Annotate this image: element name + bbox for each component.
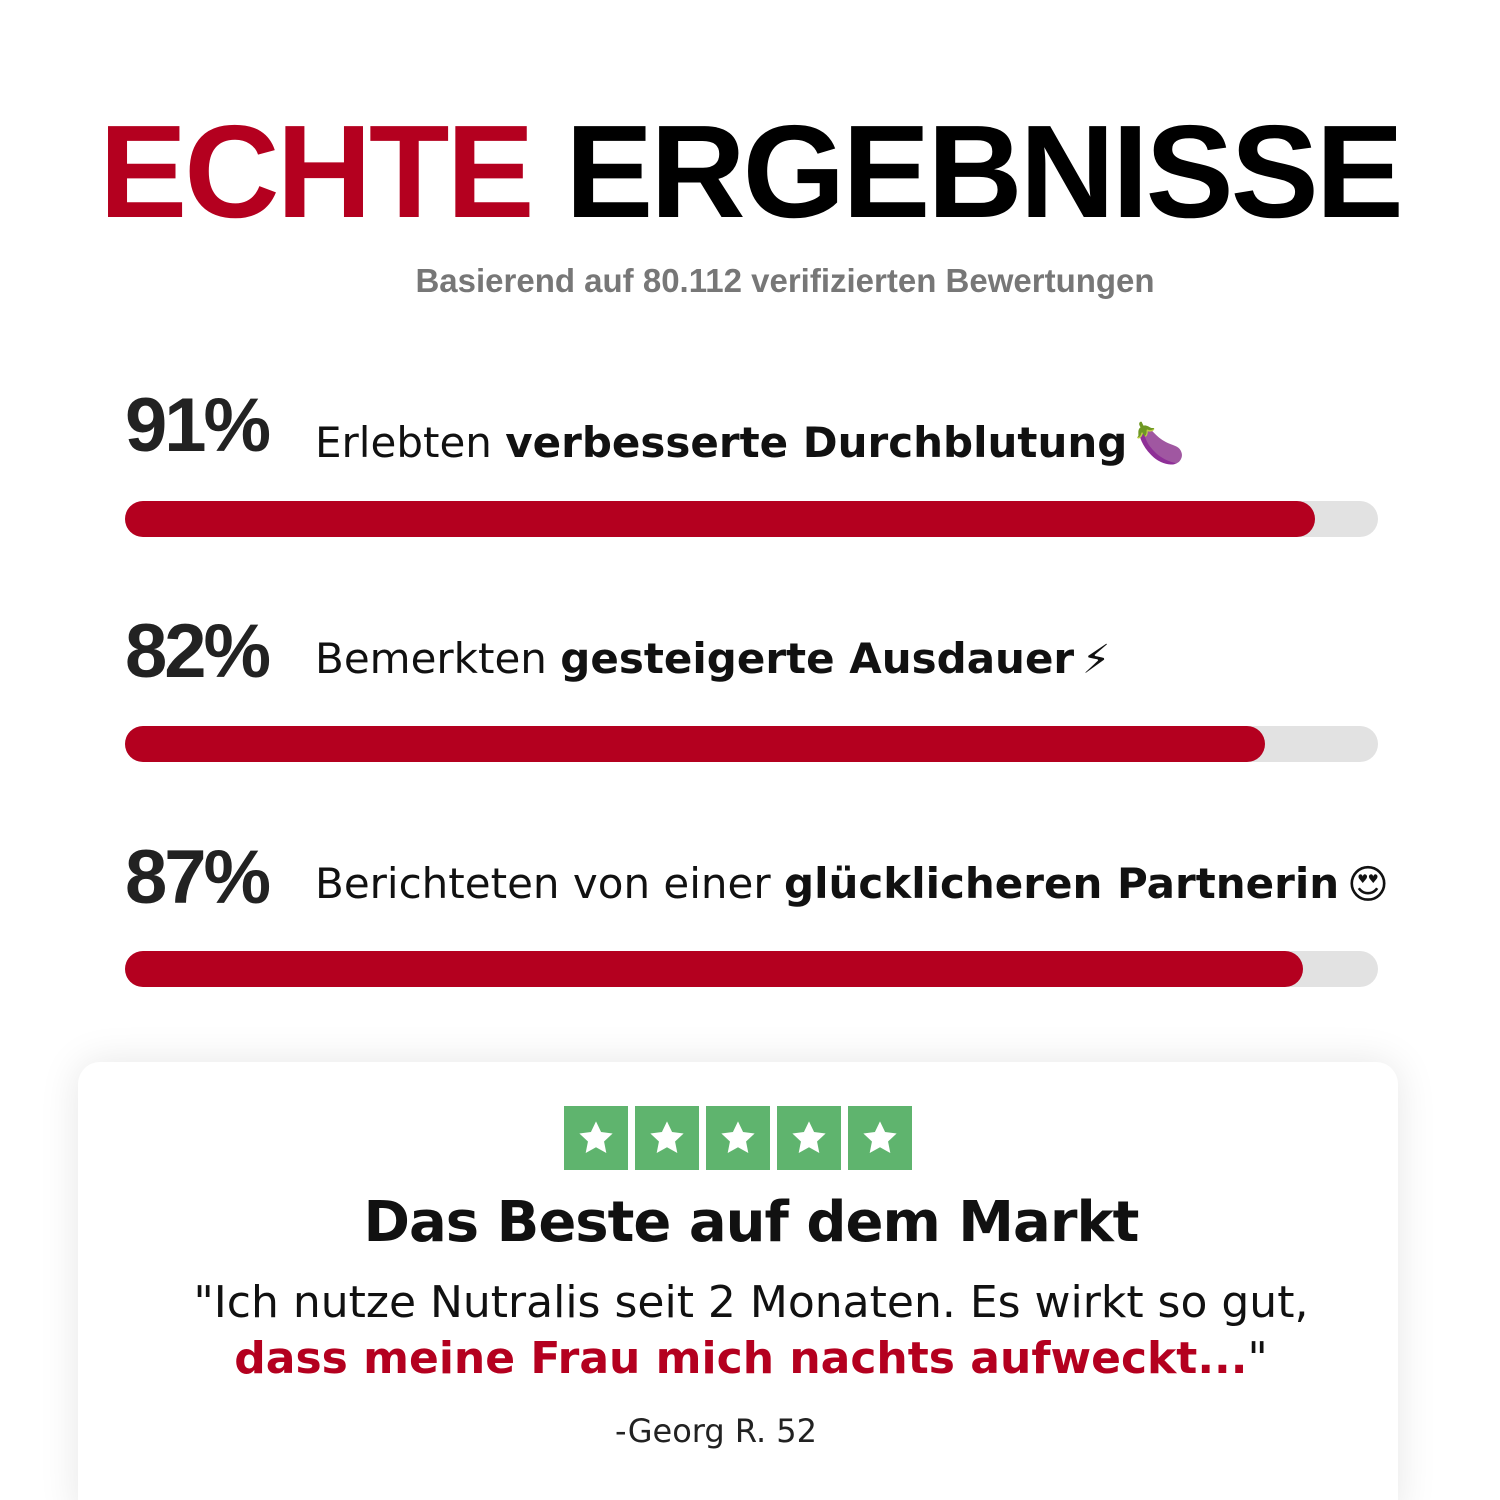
stat-progress-fill — [125, 501, 1316, 537]
star-icon — [635, 1106, 699, 1170]
stat-label: Berichteten von einer glücklicheren Part… — [315, 859, 1389, 910]
stat-label-bold: glücklicheren Partnerin — [784, 859, 1340, 908]
review-quote-line1: "Ich nutze Nutralis seit 2 Monaten. Es w… — [193, 1277, 1309, 1328]
stat-progress-fill — [125, 726, 1266, 762]
stat-percent: 87% — [125, 835, 271, 920]
lightning-icon: ⚡ — [1082, 637, 1111, 683]
subtitle: Basierend auf 80.112 verifizierten Bewer… — [415, 262, 1155, 299]
stat-percent: 82% — [125, 609, 271, 694]
review-quote-highlight: dass meine Frau mich nachts aufweckt... — [234, 1333, 1248, 1384]
stat-label-bold: gesteigerte Ausdauer — [560, 634, 1075, 683]
review-quote: "Ich nutze Nutralis seit 2 Monaten. Es w… — [78, 1275, 1424, 1387]
stat-progress-track — [125, 726, 1378, 762]
stat-label-prefix: Berichteten von einer — [315, 859, 784, 908]
review-author: -Georg R. 52 — [614, 1412, 817, 1450]
star-icon — [848, 1106, 912, 1170]
stat-label-prefix: Erlebten — [315, 418, 506, 467]
star-rating — [564, 1106, 912, 1170]
heart-eyes-icon: 😍 — [1347, 862, 1389, 908]
stat-progress-fill — [125, 951, 1303, 987]
review-title: Das Beste auf dem Markt — [363, 1190, 1140, 1255]
stat-percent: 91% — [125, 383, 271, 468]
review-quote-line2: dass meine Frau mich nachts aufweckt..." — [78, 1331, 1424, 1387]
stat-progress-track — [125, 951, 1378, 987]
headline-accent: ECHTE — [99, 98, 534, 245]
stat-label-prefix: Bemerkten — [315, 634, 561, 683]
review-quote-end: " — [1247, 1333, 1268, 1384]
stat-progress-track — [125, 501, 1378, 537]
eggplant-icon: 🍆 — [1135, 421, 1186, 467]
review-card: Das Beste auf dem Markt "Ich nutze Nutra… — [78, 1062, 1398, 1500]
stat-label-bold: verbesserte Durchblutung — [505, 418, 1128, 467]
star-icon — [706, 1106, 770, 1170]
stat-label: Erlebten verbesserte Durchblutung 🍆 — [315, 418, 1185, 469]
star-icon — [564, 1106, 628, 1170]
stat-label: Bemerkten gesteigerte Ausdauer ⚡ — [315, 634, 1110, 685]
star-icon — [777, 1106, 841, 1170]
headline: ECHTE ERGEBNISSE — [0, 102, 1500, 242]
headline-main: ERGEBNISSE — [565, 98, 1404, 245]
